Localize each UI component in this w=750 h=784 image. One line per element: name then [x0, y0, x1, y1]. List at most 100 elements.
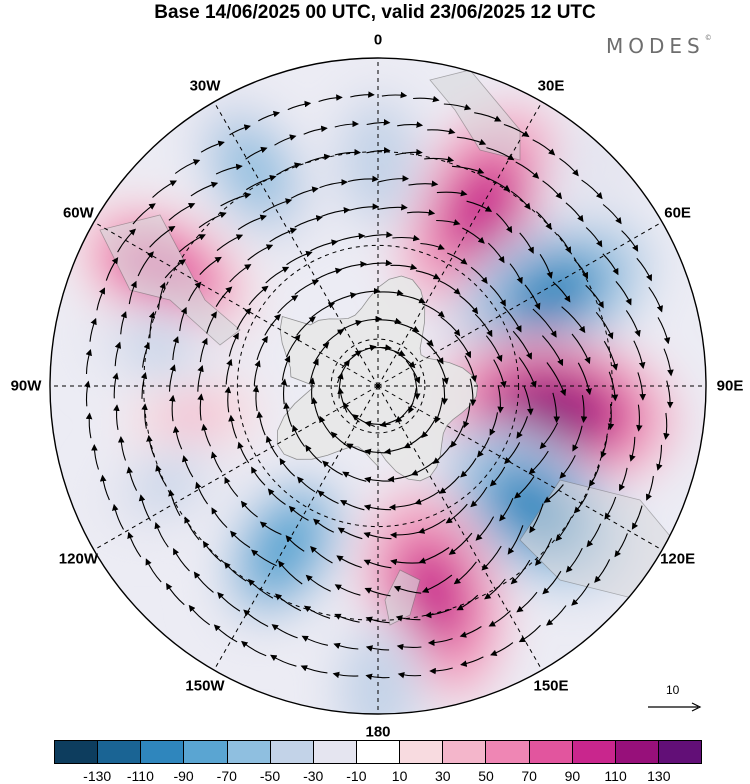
wind-vector — [395, 402, 414, 423]
wind-vector — [199, 337, 208, 363]
wind-vector — [85, 412, 93, 439]
wind-vector — [418, 547, 450, 564]
wind-vector — [377, 203, 408, 211]
wind-vector — [127, 531, 142, 558]
wind-vector — [454, 334, 471, 359]
wind-vector — [253, 360, 261, 386]
wind-vector — [571, 583, 590, 606]
wind-vector — [243, 609, 269, 627]
wind-vector — [407, 209, 436, 216]
wind-vector — [503, 306, 522, 333]
wind-vector — [252, 385, 260, 412]
wind-vector — [489, 466, 506, 487]
wind-vector — [421, 574, 453, 593]
reference-vector-label: 10 — [666, 683, 680, 697]
wind-vector — [421, 303, 445, 318]
wind-vector — [397, 671, 422, 679]
wind-vector — [374, 317, 402, 325]
colorbar-tick-label: 50 — [478, 768, 494, 784]
wind-vector — [420, 242, 445, 250]
wind-vector — [172, 336, 179, 361]
wind-vector — [164, 259, 187, 279]
wind-vector — [475, 516, 495, 541]
wind-vector — [490, 642, 514, 657]
wind-vector — [460, 458, 477, 478]
colorbar-tick-label: -110 — [126, 768, 154, 784]
wind-vector — [510, 559, 531, 585]
wind-vector — [281, 355, 291, 381]
longitude-label: 120W — [58, 550, 98, 568]
wind-vector — [415, 270, 441, 280]
wind-vector — [496, 212, 513, 234]
wind-vector — [304, 153, 331, 164]
wind-vector — [390, 263, 418, 271]
wind-vector — [439, 280, 461, 295]
wind-vector — [535, 211, 552, 231]
wind-vector — [417, 518, 446, 534]
wind-vector — [603, 340, 619, 371]
wind-vector — [588, 465, 600, 487]
wind-vector — [493, 359, 507, 389]
wind-vector — [256, 335, 268, 361]
latitude-circle — [330, 338, 426, 434]
wind-vector — [541, 335, 564, 367]
wind-vector — [396, 643, 422, 651]
wind-vector — [140, 372, 148, 399]
wind-vector — [489, 412, 499, 436]
wind-vector — [529, 503, 544, 534]
wind-vector — [181, 455, 194, 478]
wind-vector — [313, 341, 330, 364]
wind-vector — [201, 423, 211, 447]
colorbar-swatch — [400, 741, 444, 763]
wind-vector — [278, 560, 303, 585]
wind-vector — [283, 402, 293, 427]
wind-vector — [600, 435, 608, 459]
wind-vector — [353, 287, 381, 296]
colorbar-tick-label: -50 — [259, 768, 281, 784]
wind-vector — [223, 561, 247, 582]
wind-vector — [459, 626, 482, 638]
wind-vector — [321, 206, 351, 217]
wind-vector — [256, 411, 266, 436]
wind-vector — [288, 505, 309, 521]
wind-vector — [265, 435, 279, 458]
meridian — [377, 385, 663, 551]
wind-vector — [319, 178, 348, 189]
colorbar-swatch — [443, 741, 487, 763]
wind-vector — [394, 321, 420, 333]
wind-vector — [411, 329, 434, 347]
wind-vector — [580, 395, 588, 423]
wind-vector — [571, 333, 591, 365]
wind-vector — [572, 425, 583, 452]
wind-vector — [265, 266, 290, 284]
wind-vector — [390, 558, 422, 566]
wind-vector — [178, 234, 206, 253]
wind-vector — [443, 103, 472, 111]
wind-vector — [464, 355, 478, 383]
wind-vector — [413, 95, 440, 103]
longitude-label: 90W — [10, 377, 42, 395]
wind-vector — [518, 357, 537, 388]
meridian — [377, 385, 543, 671]
longitude-label: 0 — [373, 31, 383, 49]
wind-vector — [336, 232, 366, 242]
wind-vector — [539, 422, 559, 450]
wind-vector — [645, 475, 654, 501]
wind-vector — [333, 642, 359, 650]
wind-vector — [532, 139, 556, 156]
wind-vector — [220, 192, 252, 207]
wind-vector — [608, 371, 619, 402]
wind-vector — [315, 267, 343, 281]
map-boundary — [49, 57, 707, 715]
wind-vector — [193, 571, 214, 593]
colorbar-tick-label: -70 — [216, 768, 237, 784]
wind-vector — [666, 380, 674, 409]
wind-vector — [334, 120, 359, 128]
wind-vector — [228, 332, 239, 357]
wind-vector — [429, 667, 453, 675]
wind-vector — [236, 307, 252, 330]
colorbar-swatch — [486, 741, 530, 763]
wind-vector — [305, 444, 323, 464]
wind-vector — [365, 673, 390, 680]
